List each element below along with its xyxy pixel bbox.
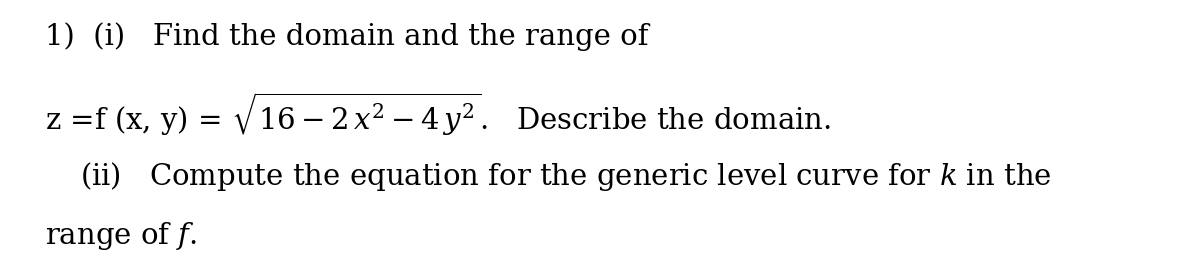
Text: range of $f$.: range of $f$.	[46, 220, 197, 252]
Text: z =f (x, y) = $\sqrt{16 - 2\,x^{2} - 4\,y^{2}}$.   Describe the domain.: z =f (x, y) = $\sqrt{16 - 2\,x^{2} - 4\,…	[46, 90, 830, 138]
Text: 1)  (i)   Find the domain and the range of: 1) (i) Find the domain and the range of	[46, 22, 648, 51]
Text: (ii)   Compute the equation for the generic level curve for $k$ in the: (ii) Compute the equation for the generi…	[80, 160, 1051, 193]
